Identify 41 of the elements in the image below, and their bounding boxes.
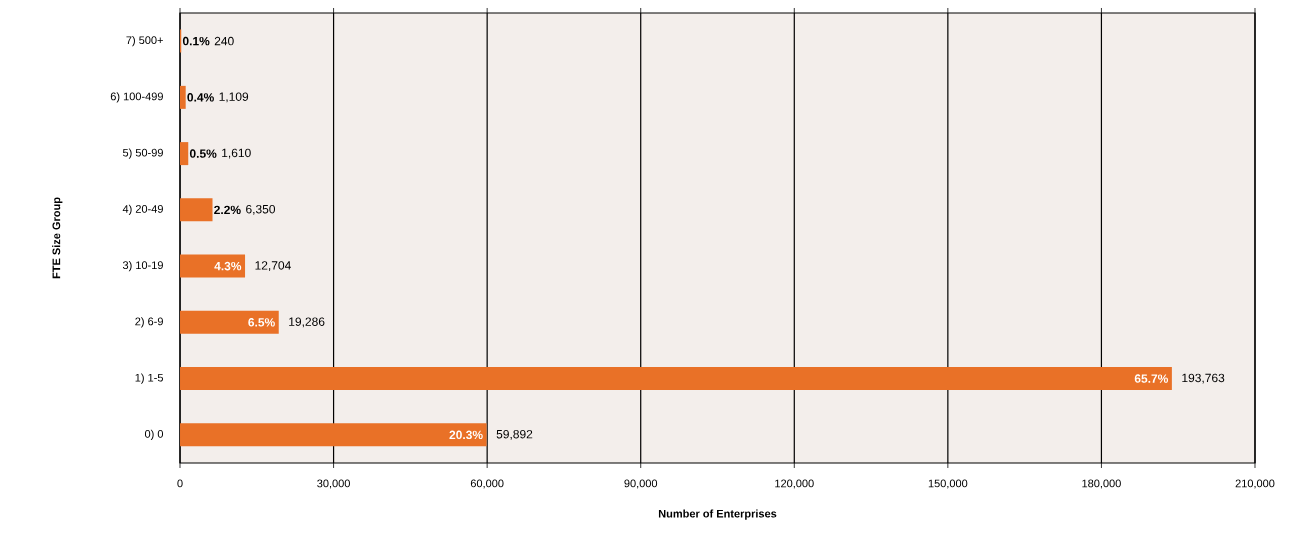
y-tick-label: 7) 500+ xyxy=(126,36,163,47)
x-tick-label: 150,000 xyxy=(928,479,968,489)
bar xyxy=(180,423,487,447)
bar xyxy=(180,198,213,222)
x-tick-label: 60,000 xyxy=(470,479,504,489)
annotation: 6.5% xyxy=(248,318,275,327)
x-tick-label: 90,000 xyxy=(624,479,658,489)
x-tick-label: 0 xyxy=(177,479,183,488)
y-tick-label: 2) 6-9 xyxy=(135,317,163,328)
y-tick-label: 5) 50-99 xyxy=(122,148,163,159)
bar xyxy=(180,254,246,278)
data-label: 1,610 xyxy=(222,148,251,159)
x-tick-label: 120,000 xyxy=(775,479,814,489)
annotation: 0.5% xyxy=(189,149,217,158)
annotation: 0.4% xyxy=(187,93,214,102)
y-tick-label: 1) 1-5 xyxy=(135,373,163,384)
y-tick-label: 6) 100-499 xyxy=(110,92,163,103)
bar xyxy=(180,367,1172,391)
x-tick-label: 210,000 xyxy=(1235,479,1275,489)
bar xyxy=(180,142,189,166)
annotation: 4.3% xyxy=(214,261,242,271)
x-tick-label: 30,000 xyxy=(317,479,350,489)
data-label: 12,704 xyxy=(255,261,291,272)
y-axis-title: FTE Size Group xyxy=(52,197,63,279)
annotation: 2.2% xyxy=(214,205,241,215)
annotation: 20.3% xyxy=(449,430,483,440)
y-tick-label: 0) 0 xyxy=(144,429,164,440)
data-label: 1,109 xyxy=(219,92,249,103)
y-tick-label: 3) 10-19 xyxy=(122,260,163,272)
data-label: 6,350 xyxy=(246,204,276,215)
x-tick-label: 180,000 xyxy=(1082,479,1121,489)
annotation: 65.7% xyxy=(1134,374,1169,383)
bar xyxy=(180,310,279,334)
data-label: 19,286 xyxy=(289,317,325,328)
data-label: 59,892 xyxy=(496,429,533,440)
y-tick-label: 4) 20-49 xyxy=(122,204,163,215)
bar xyxy=(180,85,186,109)
data-label: 193,763 xyxy=(1182,373,1225,384)
data-label: 240 xyxy=(214,36,234,46)
annotation: 0.1% xyxy=(182,36,210,46)
x-axis-title: Number of Enterprises xyxy=(658,509,777,520)
